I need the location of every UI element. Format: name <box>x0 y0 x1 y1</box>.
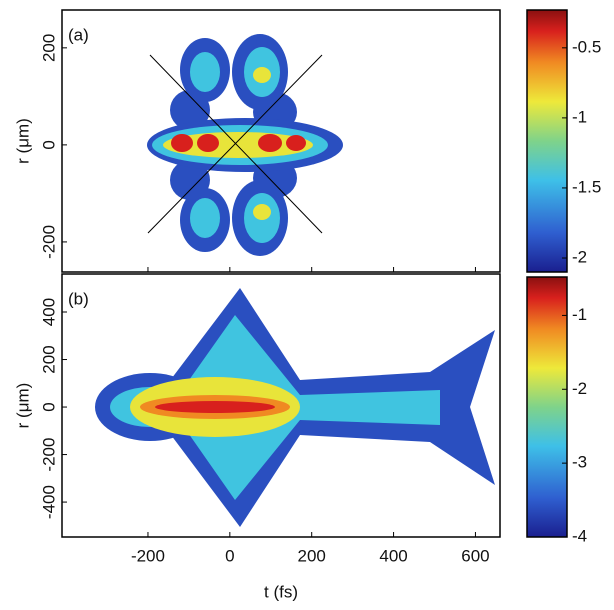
y-tick-label: 400 <box>39 298 58 326</box>
x-tick-label: 600 <box>461 546 489 565</box>
y-tick-label: -200 <box>39 438 58 472</box>
x-tick-label: 400 <box>379 546 407 565</box>
contour-b <box>95 288 495 527</box>
colorbar-tick-label: -1.5 <box>572 177 601 196</box>
panel-label: (b) <box>68 289 89 308</box>
y-tick-label: 200 <box>39 34 58 62</box>
x-tick-label: -200 <box>131 546 165 565</box>
colorbar-b <box>527 277 567 537</box>
colorbar-tick-label: -3 <box>572 453 587 472</box>
colorbar-tick-label: -1 <box>572 305 587 324</box>
y-tick-label: -200 <box>39 225 58 259</box>
panel-label: (a) <box>68 25 89 44</box>
colorbar-tick-label: -2 <box>572 379 587 398</box>
y-tick-label: 0 <box>39 402 58 411</box>
y-tick-label: 0 <box>39 140 58 149</box>
contour-a <box>147 34 343 256</box>
y-axis-label: r (μm) <box>13 383 32 429</box>
y-tick-label: -400 <box>39 485 58 519</box>
x-axis-label: t (fs) <box>264 582 298 601</box>
y-tick-label: 200 <box>39 345 58 373</box>
x-tick-label: 0 <box>225 546 234 565</box>
colorbar-tick-label: -4 <box>572 526 587 545</box>
colorbar-tick-label: -0.5 <box>572 37 601 56</box>
figure: (a)r (μm)2000-200-0.5-1-1.5-2(b)r (μm)40… <box>0 0 614 610</box>
colorbar-tick-label: -2 <box>572 247 587 266</box>
colorbar-tick-label: -1 <box>572 107 587 126</box>
x-tick-label: 200 <box>298 546 326 565</box>
colorbar-a <box>527 10 567 272</box>
y-axis-label: r (μm) <box>13 118 32 164</box>
